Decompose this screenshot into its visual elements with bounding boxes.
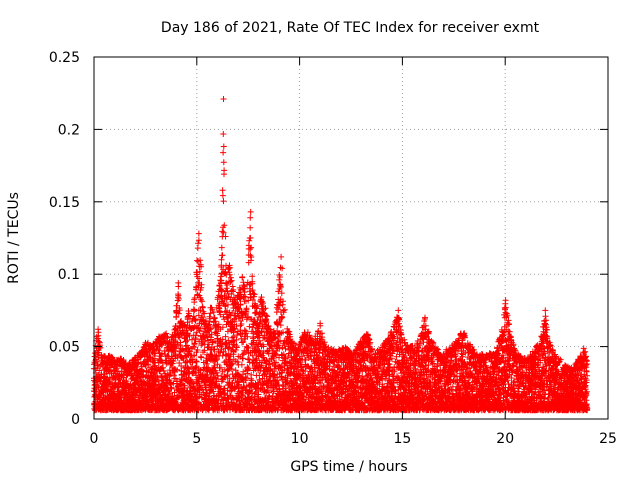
scatter-point — [278, 253, 285, 260]
x-tick-label: 15 — [393, 431, 411, 447]
scatter-point — [279, 265, 286, 272]
scatter-point — [175, 279, 182, 286]
x-tick-label: 10 — [291, 431, 309, 447]
x-tick-label: 25 — [599, 431, 617, 447]
x-tick-label: 5 — [192, 431, 201, 447]
scatter-point-cloud — [90, 131, 591, 414]
y-tick-label: 0.05 — [49, 340, 80, 356]
scatter-point — [246, 235, 253, 241]
x-axis-label: GPS time / hours — [290, 459, 407, 475]
scatter-point — [220, 149, 227, 156]
plot-border — [93, 56, 609, 420]
scatter-point — [247, 214, 254, 221]
scatter-point — [502, 297, 509, 304]
scatter-point — [220, 95, 227, 102]
scatter-point — [542, 307, 549, 314]
scatter-point — [222, 233, 229, 240]
plot-frame — [93, 56, 609, 420]
scatter-point — [422, 314, 429, 321]
y-tick-label: 0.1 — [58, 267, 80, 283]
scatter-point — [218, 256, 225, 263]
scatter-point — [95, 326, 102, 333]
y-axis-label: ROTI / TECUs — [6, 192, 22, 284]
tick-labels: 0 5 10 15 20 25 0 0.05 0.1 0.15 0.2 0.25 — [49, 50, 617, 447]
scatter-point — [247, 208, 254, 215]
scatter-point — [395, 307, 402, 314]
y-tick-label: 0.2 — [58, 122, 80, 138]
scatter-point — [194, 245, 201, 252]
x-tick-label: 20 — [496, 431, 514, 447]
scatter-point — [195, 230, 202, 237]
y-tick-label: 0 — [71, 412, 80, 428]
y-tick-label: 0.25 — [49, 50, 80, 66]
scatter-point — [317, 320, 324, 327]
y-tick-label: 0.15 — [49, 195, 80, 211]
chart-title: Day 186 of 2021, Rate Of TEC Index for r… — [161, 20, 540, 36]
grid-lines — [94, 57, 608, 419]
scatter-points — [90, 95, 591, 414]
x-tick-label: 0 — [90, 431, 99, 447]
